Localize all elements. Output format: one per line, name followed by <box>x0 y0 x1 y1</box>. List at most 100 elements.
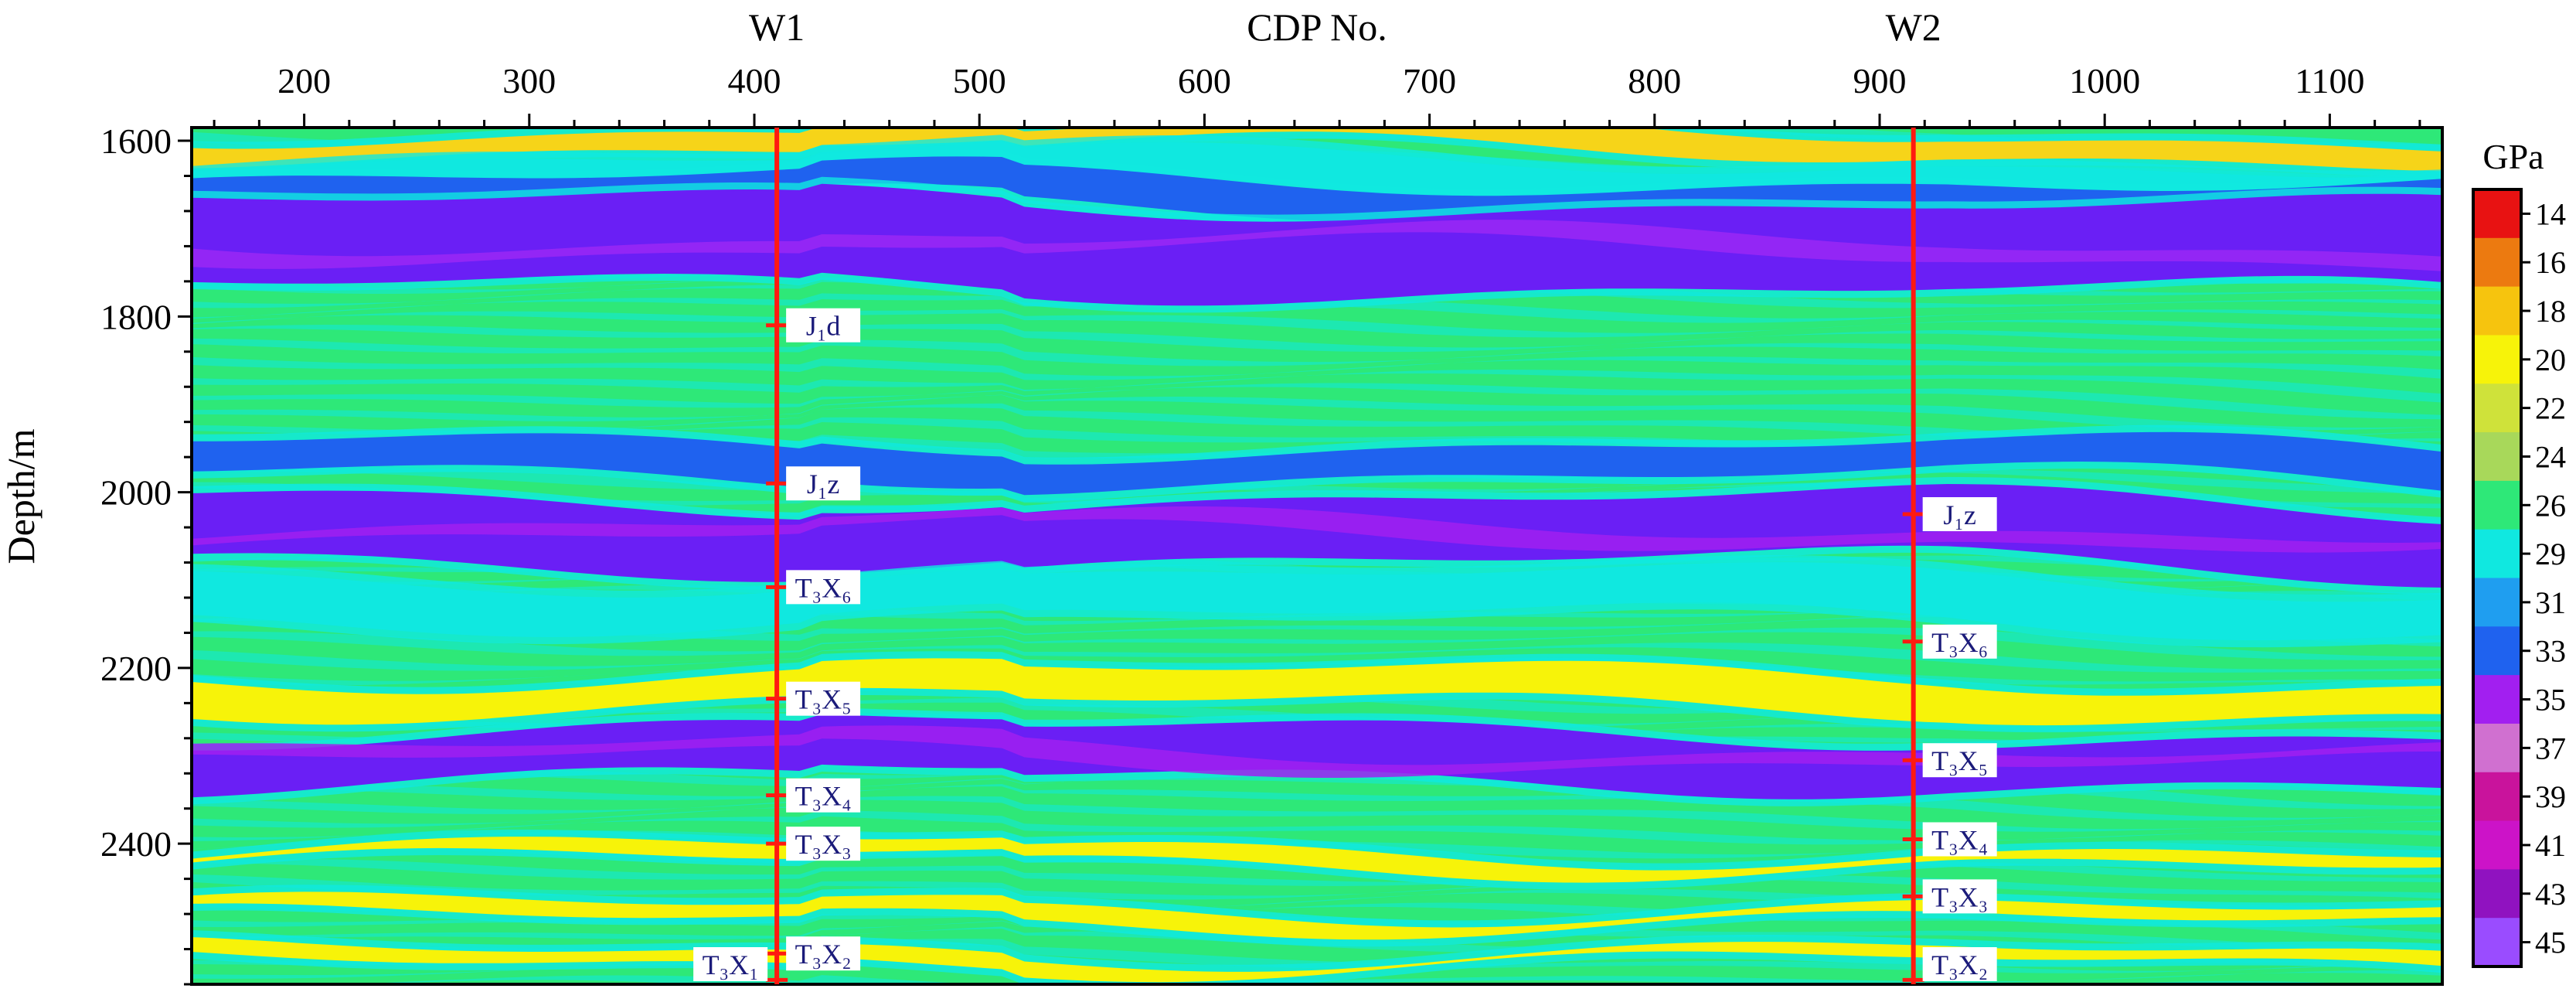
stria-36 <box>192 643 2442 673</box>
colorbar-label: 26 <box>2535 488 2566 523</box>
plot-frame <box>190 126 2444 986</box>
y-axis: 1600 1800 2000 2200 2400 <box>100 121 192 986</box>
layer-yellow-band <box>192 658 2442 726</box>
layer-lower-yellow-1 <box>192 837 2442 883</box>
colorbar-swatch <box>2473 869 2521 919</box>
y-tick-label: 1800 <box>100 297 172 336</box>
colorbar-swatch <box>2473 432 2521 482</box>
x-tick-label: 200 <box>277 61 331 101</box>
colorbar-swatch <box>2473 480 2521 530</box>
stria-12 <box>192 293 2442 323</box>
x-axis-title: CDP No. <box>1247 5 1387 49</box>
well-label-w1: W1 <box>749 5 805 49</box>
stria-44 <box>192 762 2442 796</box>
layer-lower-purple-core <box>192 725 2442 778</box>
x-tick-label: 500 <box>953 61 1006 101</box>
colorbar-swatch <box>2473 820 2521 871</box>
stria-55 <box>192 916 2442 953</box>
horizon-box <box>1922 947 1997 981</box>
colorbar-label: 41 <box>2535 828 2566 863</box>
stria-52 <box>192 874 2442 900</box>
x-tick-label: 1100 <box>2295 61 2364 101</box>
horizon-box <box>786 308 861 343</box>
y-tick-label: 2000 <box>100 473 172 513</box>
colorbar-label: 22 <box>2535 391 2566 426</box>
colorbar-swatch <box>2473 384 2521 434</box>
stria-17 <box>192 370 2442 403</box>
layer-upper-thick-purple-core <box>192 220 2442 271</box>
layer-mid-blue <box>192 431 2442 496</box>
colorbar-swatch <box>2473 578 2521 628</box>
stria-59 <box>347 975 2368 984</box>
horizon-label: T₃X₄ <box>1931 824 1988 855</box>
horizon-box <box>786 466 861 501</box>
colorbar-label: 33 <box>2535 634 2566 669</box>
well-label-w2: W2 <box>1886 5 1941 49</box>
horizon-label: T₃X₅ <box>1931 745 1988 776</box>
horizon-box <box>786 936 861 971</box>
layer-lower-yellow-2-halo <box>192 885 2442 947</box>
y-tick-label: 1600 <box>100 121 172 161</box>
colorbar-label: 16 <box>2535 245 2566 280</box>
colorbar-label: 18 <box>2535 294 2566 329</box>
horizon-box <box>1922 743 1997 778</box>
layer-upper-thick-purple <box>192 183 2442 306</box>
layer-lower-yellow-3-halo <box>192 929 2442 984</box>
stria-57 <box>192 939 2442 973</box>
colorbar-label: 24 <box>2535 439 2566 474</box>
colorbar-label: 39 <box>2535 779 2566 814</box>
colorbar-swatch <box>2473 675 2521 724</box>
stria-0 <box>192 128 2442 151</box>
colorbar-frame <box>2472 188 2523 968</box>
well-markers: W1 J₁d J₁z T₃X₆ T₃X₅ T₃X₄ T₃X₃ T₃X₂ T₃X₁ W2 J₁z T₃X… <box>693 5 1997 984</box>
x-tick-label: 1000 <box>2069 61 2140 101</box>
colorbar-label: 43 <box>2535 877 2566 912</box>
x-tick-label: 600 <box>1178 61 1231 101</box>
colorbar-swatch <box>2473 918 2521 967</box>
x-tick-label: 300 <box>502 61 556 101</box>
colorbar-label: 20 <box>2535 343 2566 377</box>
horizon-label: T₃X₃ <box>1931 881 1988 912</box>
horizon-label: T₃X₆ <box>1931 627 1988 658</box>
colorbar-swatch <box>2473 772 2521 822</box>
horizon-label: T₃X₅ <box>795 684 852 715</box>
stria-16 <box>192 356 2442 380</box>
colorbar-label: 31 <box>2535 585 2566 620</box>
stria-18 <box>192 383 2442 420</box>
colorbar-swatch <box>2473 529 2521 579</box>
horizon-box <box>786 681 861 716</box>
horizon-label: J₁z <box>807 469 840 499</box>
stria-35 <box>192 627 2442 660</box>
layer-lower-yellow-3 <box>192 937 2442 983</box>
layer-lower-purple <box>192 714 2442 799</box>
x-axis: 200 300 400 500 600 700 800 900 1000 1100 <box>213 61 2421 128</box>
colorbar-label: 35 <box>2535 683 2566 718</box>
layer-top-yellow <box>192 128 2442 172</box>
horizon-box <box>786 778 861 813</box>
horizon-label: T₃X₃ <box>795 829 852 860</box>
horizon-box <box>693 947 768 981</box>
stria-20 <box>192 403 2442 441</box>
colorbar: 14 16 18 20 22 24 26 29 31 33 35 37 39 41 43 45 <box>2472 188 2566 968</box>
stria-14 <box>192 323 2442 353</box>
stria-48 <box>192 810 2442 845</box>
colorbar-swatch <box>2473 335 2521 385</box>
horizon-label: T₃X₂ <box>1931 949 1988 980</box>
horizon-label: T₃X₄ <box>795 781 852 812</box>
x-tick-label: 900 <box>1853 61 1907 101</box>
horizon-label: J₁d <box>806 311 841 342</box>
elastic-modulus-section <box>192 128 2442 984</box>
horizon-box <box>1922 624 1997 659</box>
horizon-box <box>1922 879 1997 914</box>
colorbar-swatch <box>2473 723 2521 773</box>
horizon-label: T₃X₁ <box>703 949 759 980</box>
layer-mid-thick-purple <box>192 484 2442 588</box>
layer-lower-yellow-2 <box>192 891 2442 940</box>
horizon-label: T₃X₆ <box>795 572 852 603</box>
x-tick-label: 700 <box>1403 61 1456 101</box>
colorbar-swatch <box>2473 237 2521 288</box>
colorbar-swatch <box>2473 626 2521 677</box>
y-tick-label: 2400 <box>100 824 172 864</box>
y-axis-title: Depth/m <box>0 428 43 564</box>
